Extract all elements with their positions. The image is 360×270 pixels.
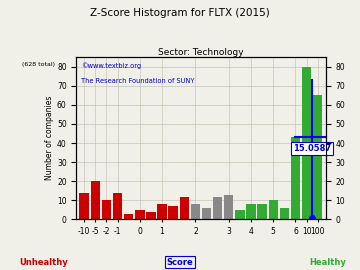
Bar bbox=[157, 204, 167, 220]
Text: Unhealthy: Unhealthy bbox=[19, 258, 68, 266]
Bar bbox=[146, 212, 156, 220]
Bar bbox=[180, 197, 189, 220]
Bar bbox=[213, 197, 222, 220]
Bar bbox=[280, 208, 289, 220]
Bar bbox=[168, 206, 178, 220]
Bar bbox=[135, 210, 144, 220]
Bar bbox=[302, 67, 311, 220]
Bar bbox=[246, 204, 256, 220]
Bar bbox=[269, 200, 278, 220]
Bar bbox=[113, 193, 122, 220]
Bar bbox=[191, 204, 200, 220]
Bar bbox=[224, 195, 234, 220]
Bar bbox=[80, 193, 89, 220]
Bar bbox=[102, 200, 111, 220]
Y-axis label: Number of companies: Number of companies bbox=[45, 96, 54, 180]
Bar bbox=[124, 214, 134, 220]
Title: Sector: Technology: Sector: Technology bbox=[158, 48, 244, 57]
Bar bbox=[291, 137, 300, 220]
Bar bbox=[235, 210, 244, 220]
Text: ©www.textbiz.org: ©www.textbiz.org bbox=[81, 62, 141, 69]
Bar bbox=[91, 181, 100, 220]
Text: (628 total): (628 total) bbox=[22, 62, 55, 67]
Bar bbox=[202, 208, 211, 220]
Text: 15.0587: 15.0587 bbox=[293, 144, 331, 153]
Text: The Research Foundation of SUNY: The Research Foundation of SUNY bbox=[81, 78, 195, 84]
Text: Z-Score Histogram for FLTX (2015): Z-Score Histogram for FLTX (2015) bbox=[90, 8, 270, 18]
Bar bbox=[313, 95, 323, 220]
Bar bbox=[257, 204, 267, 220]
Text: Score: Score bbox=[167, 258, 193, 266]
Text: Healthy: Healthy bbox=[309, 258, 346, 266]
